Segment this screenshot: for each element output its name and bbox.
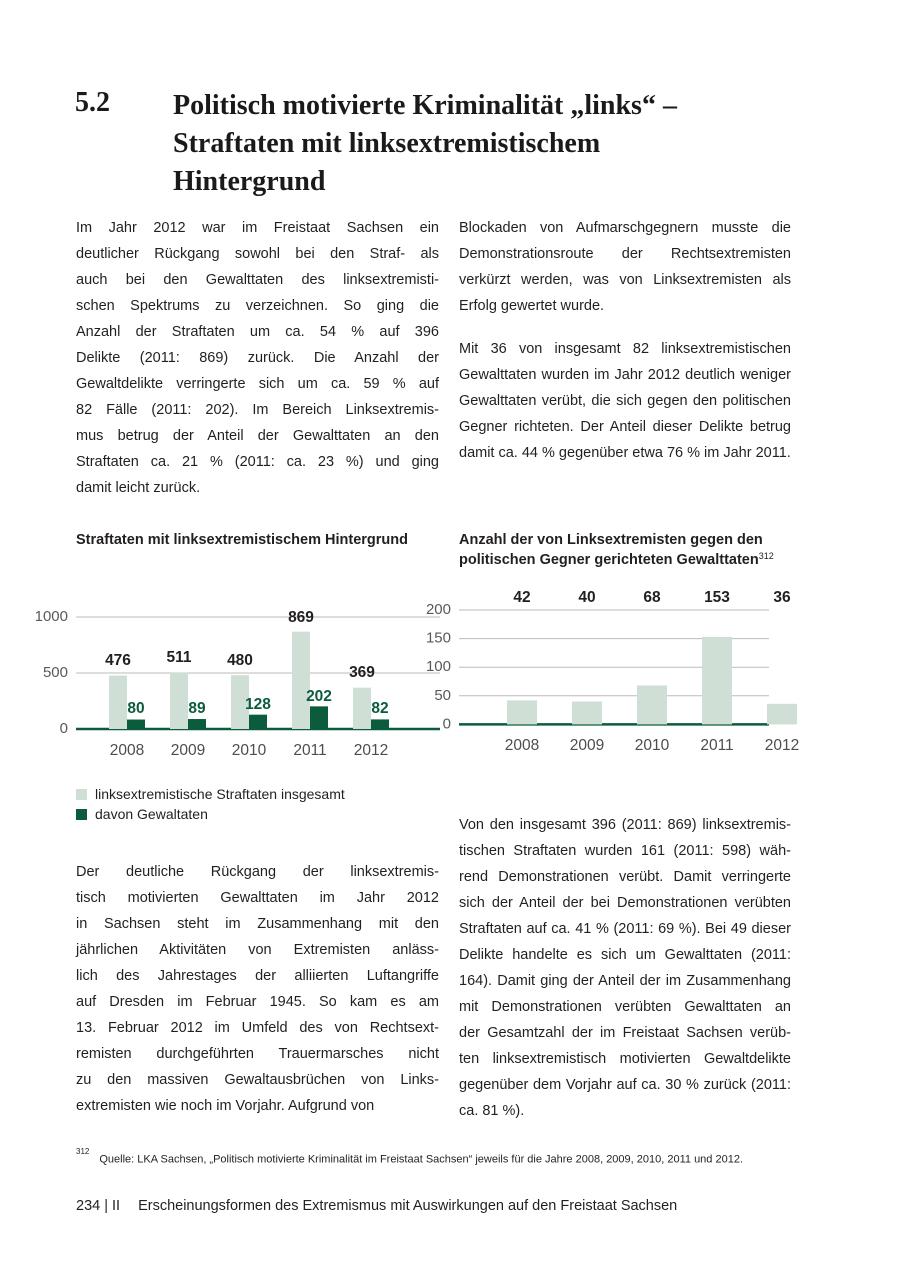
svg-text:476: 476 <box>105 652 131 669</box>
svg-text:2012: 2012 <box>765 737 799 754</box>
svg-text:2012: 2012 <box>354 742 388 759</box>
svg-text:42: 42 <box>513 589 530 606</box>
svg-text:40: 40 <box>578 589 595 606</box>
svg-text:2008: 2008 <box>110 742 144 759</box>
svg-text:511: 511 <box>166 649 191 666</box>
svg-text:480: 480 <box>227 652 253 669</box>
svg-text:80: 80 <box>127 700 144 717</box>
svg-text:89: 89 <box>188 700 206 717</box>
svg-text:153: 153 <box>704 589 730 606</box>
svg-text:202: 202 <box>306 688 332 705</box>
svg-text:369: 369 <box>349 664 375 681</box>
svg-text:2009: 2009 <box>171 742 205 759</box>
svg-text:500: 500 <box>43 664 68 681</box>
svg-text:0: 0 <box>443 715 451 732</box>
svg-text:200: 200 <box>426 601 451 618</box>
svg-text:68: 68 <box>643 589 661 606</box>
svg-text:2011: 2011 <box>293 742 326 759</box>
svg-text:869: 869 <box>288 609 314 626</box>
svg-text:36: 36 <box>773 589 791 606</box>
svg-text:82: 82 <box>371 700 388 717</box>
svg-text:150: 150 <box>426 630 451 647</box>
svg-text:100: 100 <box>426 658 451 675</box>
svg-text:2008: 2008 <box>505 737 539 754</box>
svg-text:2011: 2011 <box>700 737 733 754</box>
svg-text:50: 50 <box>434 687 451 704</box>
svg-text:1000: 1000 <box>36 608 68 625</box>
svg-text:2010: 2010 <box>232 742 267 759</box>
svg-text:0: 0 <box>60 720 68 737</box>
svg-text:128: 128 <box>245 696 271 713</box>
svg-text:2009: 2009 <box>570 737 604 754</box>
svg-text:2010: 2010 <box>635 737 670 754</box>
